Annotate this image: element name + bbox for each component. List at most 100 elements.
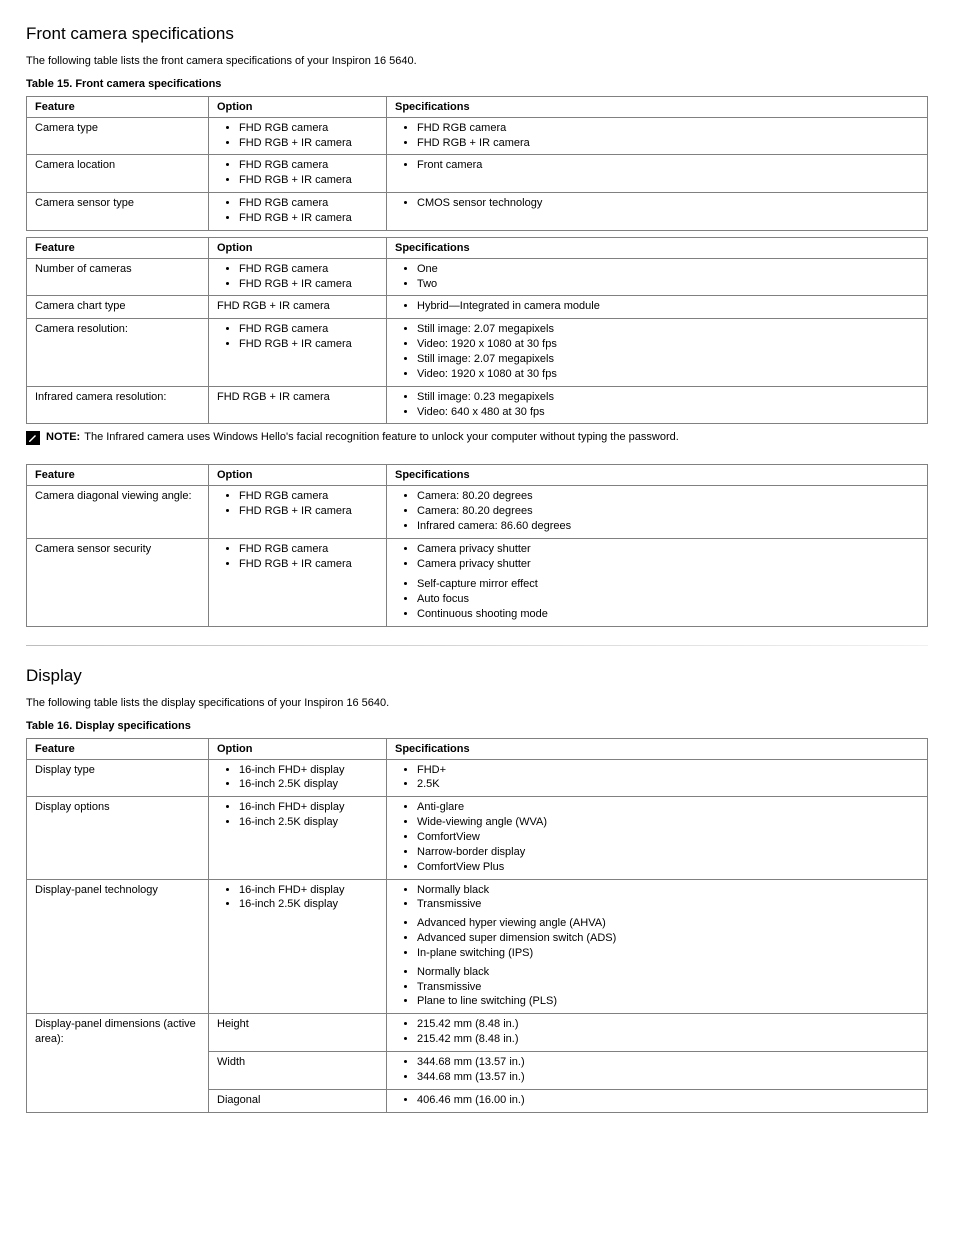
table-row: Camera type FHD RGB camera FHD RGB + IR … <box>27 117 928 155</box>
table-row: Camera diagonal viewing angle: FHD RGB c… <box>27 486 928 539</box>
list-item: 344.68 mm (13.57 in.) <box>417 1055 919 1070</box>
col-specifications: Specifications <box>387 96 928 117</box>
col-feature: Feature <box>27 465 209 486</box>
camera-table-part2: Feature Option Specifications Number of … <box>26 237 928 425</box>
table-header-row: Feature Option Specifications <box>27 237 928 258</box>
table-row: Display-panel technology 16-inch FHD+ di… <box>27 879 928 1014</box>
list-item: FHD RGB camera <box>239 158 378 173</box>
cell-spec: Front camera <box>387 155 928 193</box>
table-header-row: Feature Option Specifications <box>27 738 928 759</box>
cell-spec: Anti-glare Wide-viewing angle (WVA) Comf… <box>387 797 928 879</box>
col-specifications: Specifications <box>387 738 928 759</box>
section-divider <box>26 645 928 646</box>
cell-spec: 215.42 mm (8.48 in.) 215.42 mm (8.48 in.… <box>387 1014 928 1052</box>
list-item: Continuous shooting mode <box>417 607 919 622</box>
list-item: FHD RGB + IR camera <box>239 211 378 226</box>
list-item: 16-inch 2.5K display <box>239 777 378 792</box>
cell-feature: Camera chart type <box>27 296 209 319</box>
list-item: 215.42 mm (8.48 in.) <box>417 1032 919 1047</box>
cell-option: FHD RGB camera FHD RGB + IR camera <box>209 193 387 231</box>
list-item: 16-inch FHD+ display <box>239 763 378 778</box>
table-header-row: Feature Option Specifications <box>27 465 928 486</box>
cell-feature: Camera diagonal viewing angle: <box>27 486 209 539</box>
table-row: Camera chart type FHD RGB + IR camera Hy… <box>27 296 928 319</box>
list-item: Front camera <box>417 158 919 173</box>
list-item: Self-capture mirror effect <box>417 577 919 592</box>
list-item: CMOS sensor technology <box>417 196 919 211</box>
col-option: Option <box>209 738 387 759</box>
list-item: FHD RGB camera <box>239 542 378 557</box>
col-feature: Feature <box>27 237 209 258</box>
list-item: 16-inch FHD+ display <box>239 883 378 898</box>
cell-option: FHD RGB + IR camera <box>209 386 387 424</box>
cell-option: FHD RGB + IR camera <box>209 296 387 319</box>
list-item: Anti-glare <box>417 800 919 815</box>
cell-option: 16-inch FHD+ display 16-inch 2.5K displa… <box>209 879 387 1014</box>
list-item: FHD RGB camera <box>239 262 378 277</box>
table-row: Display options 16-inch FHD+ display 16-… <box>27 797 928 879</box>
table-row: Camera sensor security FHD RGB camera FH… <box>27 538 928 626</box>
note-body: The Infrared camera uses Windows Hello's… <box>84 431 679 443</box>
list-item: Camera: 80.20 degrees <box>417 489 919 504</box>
list-item: FHD RGB + IR camera <box>239 173 378 188</box>
list-item: FHD RGB camera <box>239 322 378 337</box>
list-item: FHD RGB + IR camera <box>239 277 378 292</box>
list-item: Still image: 2.07 megapixels <box>417 352 919 367</box>
cell-option: FHD RGB camera FHD RGB + IR camera <box>209 319 387 386</box>
list-item: 215.42 mm (8.48 in.) <box>417 1017 919 1032</box>
cell-feature: Camera sensor type <box>27 193 209 231</box>
list-item: Plane to line switching (PLS) <box>417 994 919 1009</box>
list-item: 16-inch 2.5K display <box>239 815 378 830</box>
col-specifications: Specifications <box>387 465 928 486</box>
list-item: FHD RGB + IR camera <box>417 136 919 151</box>
list-item: ComfortView Plus <box>417 860 919 875</box>
cell-option: FHD RGB camera FHD RGB + IR camera <box>209 258 387 296</box>
note-label: NOTE: <box>46 431 80 443</box>
table-row: Number of cameras FHD RGB camera FHD RGB… <box>27 258 928 296</box>
cell-spec: One Two <box>387 258 928 296</box>
cell-option: 16-inch FHD+ display 16-inch 2.5K displa… <box>209 797 387 879</box>
cell-feature: Display type <box>27 759 209 797</box>
cell-feature: Camera resolution: <box>27 319 209 386</box>
list-item: FHD RGB + IR camera <box>239 136 378 151</box>
cell-feature: Infrared camera resolution: <box>27 386 209 424</box>
list-item: Wide-viewing angle (WVA) <box>417 815 919 830</box>
list-item: FHD RGB camera <box>239 121 378 136</box>
list-item: 406.46 mm (16.00 in.) <box>417 1093 919 1108</box>
list-item: Camera: 80.20 degrees <box>417 504 919 519</box>
list-item: Still image: 2.07 megapixels <box>417 322 919 337</box>
cell-spec: CMOS sensor technology <box>387 193 928 231</box>
list-item: Narrow-border display <box>417 845 919 860</box>
table-row: Camera resolution: FHD RGB camera FHD RG… <box>27 319 928 386</box>
cell-spec: Camera privacy shutter Camera privacy sh… <box>387 538 928 626</box>
col-feature: Feature <box>27 96 209 117</box>
table-row: Display type 16-inch FHD+ display 16-inc… <box>27 759 928 797</box>
cell-option: FHD RGB camera FHD RGB + IR camera <box>209 538 387 626</box>
list-item: Hybrid—Integrated in camera module <box>417 299 919 314</box>
cell-spec: 344.68 mm (13.57 in.) 344.68 mm (13.57 i… <box>387 1051 928 1089</box>
table-row: Infrared camera resolution: FHD RGB + IR… <box>27 386 928 424</box>
table-row: Display-panel dimensions (active area): … <box>27 1014 928 1052</box>
camera-table-part1: Feature Option Specifications Camera typ… <box>26 96 928 231</box>
list-item: ComfortView <box>417 830 919 845</box>
col-specifications: Specifications <box>387 237 928 258</box>
list-item: Two <box>417 277 919 292</box>
document-page: { "colors": { "page_bg": "#ffffff", "tex… <box>0 0 954 1143</box>
list-item: One <box>417 262 919 277</box>
list-item: Normally black <box>417 965 919 980</box>
cell-spec: FHD+ 2.5K <box>387 759 928 797</box>
list-item: In-plane switching (IPS) <box>417 946 919 961</box>
list-item: 344.68 mm (13.57 in.) <box>417 1070 919 1085</box>
table-caption-camera: Table 15. Front camera specifications <box>26 77 928 92</box>
section-intro-display: The following table lists the display sp… <box>26 696 928 711</box>
list-item: FHD RGB camera <box>239 196 378 211</box>
list-item: Camera privacy shutter <box>417 557 919 572</box>
list-item: Video: 640 x 480 at 30 fps <box>417 405 919 420</box>
cell-feature: Camera type <box>27 117 209 155</box>
table-row: Camera sensor type FHD RGB camera FHD RG… <box>27 193 928 231</box>
table-header-row: Feature Option Specifications <box>27 96 928 117</box>
list-item: Infrared camera: 86.60 degrees <box>417 519 919 534</box>
cell-feature: Camera sensor security <box>27 538 209 626</box>
list-item: Advanced hyper viewing angle (AHVA) <box>417 916 919 931</box>
cell-option: Diagonal <box>209 1089 387 1112</box>
